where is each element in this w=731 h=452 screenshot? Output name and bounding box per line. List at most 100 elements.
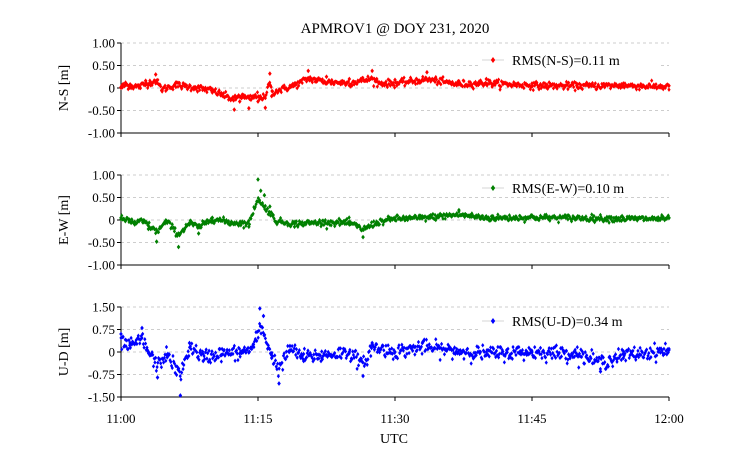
data-point	[150, 82, 154, 88]
data-point	[292, 81, 297, 86]
data-point	[405, 351, 409, 356]
data-point	[448, 346, 452, 352]
data-point	[363, 361, 367, 367]
data-point	[513, 348, 517, 354]
data-point	[179, 377, 183, 382]
data-point	[380, 218, 384, 223]
data-point	[650, 214, 654, 220]
data-point	[556, 353, 560, 358]
data-point	[424, 347, 428, 353]
data-point	[667, 346, 671, 352]
data-point	[159, 84, 163, 89]
data-point	[315, 356, 319, 362]
data-point	[347, 76, 352, 82]
data-point	[663, 351, 667, 357]
data-point	[424, 218, 428, 224]
data-point	[261, 313, 266, 319]
data-point	[318, 220, 322, 225]
legend-marker	[490, 185, 496, 191]
data-point	[402, 75, 406, 80]
data-point	[665, 216, 669, 221]
x-tick-label: 11:45	[517, 411, 546, 426]
data-point	[464, 350, 468, 356]
data-point	[415, 348, 419, 353]
data-point	[608, 356, 613, 362]
data-point	[543, 215, 548, 221]
data-point	[578, 354, 582, 359]
data-point	[618, 83, 622, 88]
data-point	[481, 83, 486, 88]
data-point	[468, 353, 472, 358]
data-point	[196, 231, 201, 236]
data-point	[343, 218, 348, 223]
data-point	[429, 77, 434, 83]
data-point	[199, 83, 203, 89]
data-point	[439, 341, 444, 347]
data-point	[257, 94, 261, 99]
data-point	[372, 76, 377, 81]
data-point	[481, 343, 485, 348]
data-point	[387, 215, 392, 220]
data-point	[321, 353, 325, 359]
data-point	[324, 221, 328, 226]
legend-label: RMS(E-W)=0.10 m	[512, 182, 624, 197]
data-point	[642, 355, 646, 360]
data-point	[475, 215, 479, 220]
data-point	[491, 82, 496, 87]
data-point	[512, 80, 516, 85]
data-point	[465, 346, 470, 351]
data-point	[255, 90, 260, 95]
data-point	[123, 80, 128, 85]
data-point	[434, 77, 439, 82]
data-point	[465, 82, 469, 87]
data-point	[566, 217, 570, 222]
data-point	[286, 343, 290, 349]
data-point	[452, 345, 457, 350]
data-point	[254, 330, 258, 335]
data-point	[263, 336, 268, 341]
data-point	[612, 84, 616, 89]
data-point	[384, 343, 388, 348]
data-point	[601, 355, 605, 360]
data-point	[300, 80, 304, 86]
data-point	[619, 85, 623, 91]
data-point	[218, 346, 222, 352]
data-point	[564, 348, 569, 354]
data-point	[607, 220, 611, 225]
data-point	[559, 346, 563, 351]
data-point	[627, 214, 631, 219]
data-point	[619, 357, 623, 363]
data-point	[413, 344, 418, 349]
data-point	[371, 224, 375, 230]
data-point	[210, 215, 215, 221]
data-point	[352, 355, 356, 360]
data-point	[588, 215, 592, 221]
data-point	[219, 359, 223, 364]
data-point	[478, 349, 483, 355]
data-point	[470, 211, 474, 216]
data-point	[452, 350, 456, 356]
data-point	[491, 346, 496, 352]
data-point	[616, 85, 621, 90]
data-point	[289, 224, 293, 229]
data-point	[490, 84, 494, 90]
data-point	[309, 352, 313, 357]
data-point	[533, 355, 538, 361]
data-point	[367, 77, 371, 83]
data-point	[468, 80, 473, 85]
data-point	[643, 350, 647, 356]
data-point	[375, 349, 379, 355]
data-point	[591, 351, 595, 356]
data-point	[424, 337, 429, 342]
data-point	[435, 82, 439, 87]
data-point	[153, 360, 157, 365]
data-point	[447, 344, 452, 349]
data-point	[652, 350, 656, 356]
data-point	[447, 79, 452, 84]
data-point	[350, 356, 354, 362]
data-point	[171, 353, 175, 359]
data-point	[522, 85, 526, 91]
data-point	[423, 214, 427, 219]
data-point	[590, 212, 594, 217]
data-point	[564, 83, 568, 88]
